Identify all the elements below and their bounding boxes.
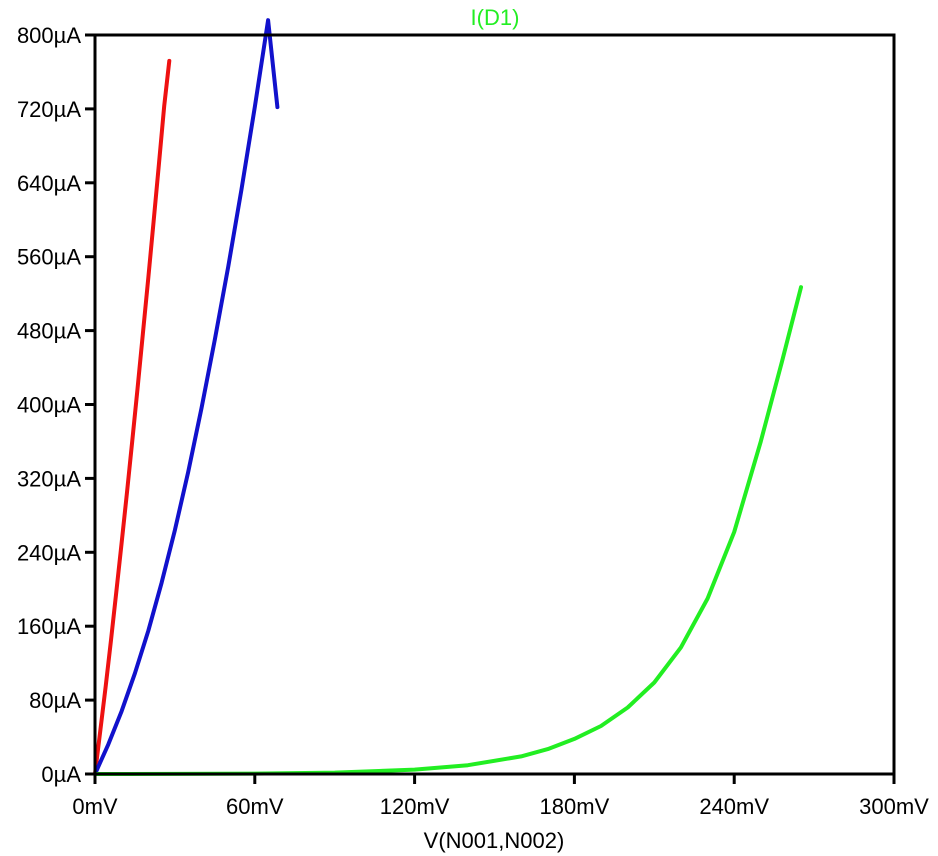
y-tick-label: 720µA [17,97,81,122]
x-tick-label: 60mV [226,794,284,819]
series-line-2 [93,18,280,776]
x-tick-label: 120mV [380,794,450,819]
y-axis: 0µA 80µA 160µA 240µA 320µA 400µA 480µA 560µA 640… [17,23,95,787]
x-tick-label: 180mV [540,794,610,819]
x-axis-label: V(N001,N002) [424,828,565,853]
series-line-1 [93,58,172,776]
y-tick-label: 560µA [17,245,81,270]
y-tick-label: 0µA [41,762,81,787]
x-tick-label: 300mV [859,794,929,819]
y-tick-label: 320µA [17,466,81,491]
chart-title: I(D1) [471,5,520,30]
y-tick-label: 640µA [17,171,81,196]
series-line-3 [93,285,803,776]
x-tick-label: 0mV [72,794,118,819]
y-tick-label: 480µA [17,319,81,344]
y-tick-label: 160µA [17,614,81,639]
y-tick-label: 240µA [17,540,81,565]
x-axis: 0mV 60mV 120mV 180mV 240mV 300mV [72,774,929,819]
series-layer [93,18,803,776]
y-tick-label: 400µA [17,393,81,418]
plot-area-frame [93,33,896,776]
y-tick-label: 800µA [17,23,81,48]
x-tick-label: 240mV [699,794,769,819]
y-tick-label: 80µA [29,688,81,713]
